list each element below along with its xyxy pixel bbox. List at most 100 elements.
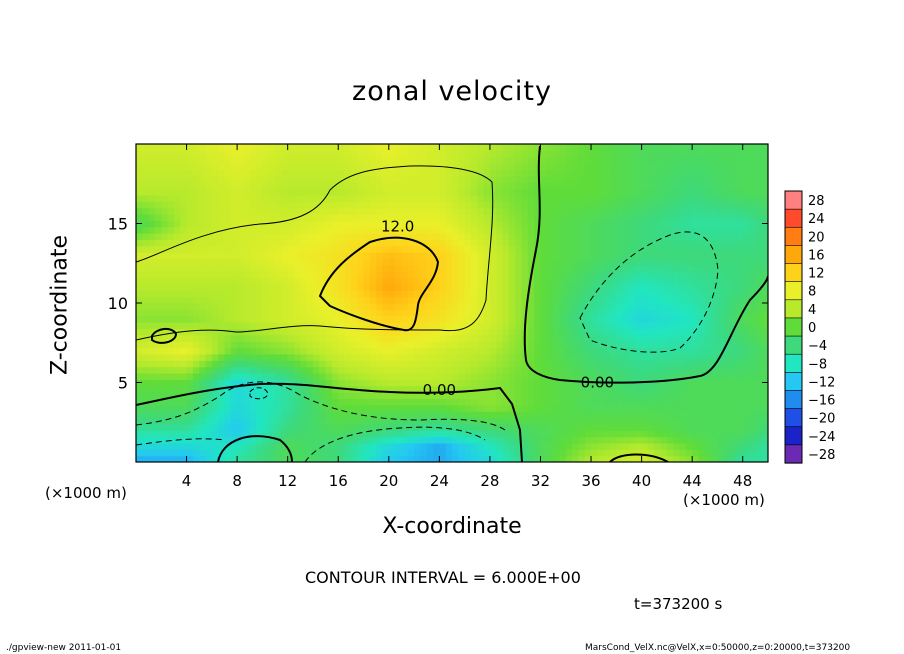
heatmap-cell — [464, 430, 472, 438]
heatmap-cell — [666, 169, 674, 177]
heatmap-cell — [344, 423, 352, 431]
heatmap-cell — [243, 290, 251, 298]
heatmap-cell — [369, 277, 377, 285]
heatmap-cell — [388, 233, 396, 240]
heatmap-cell — [464, 360, 472, 368]
heatmap-cell — [142, 150, 150, 158]
heatmap-cell — [635, 328, 643, 336]
heatmap-cell — [496, 220, 504, 228]
heatmap-cell — [344, 436, 352, 444]
heatmap-cell — [553, 385, 561, 393]
heatmap-cell — [736, 194, 744, 202]
heatmap-cell — [407, 239, 415, 247]
heatmap-cell — [363, 156, 371, 164]
heatmap-cell — [211, 144, 219, 151]
heatmap-cell — [654, 341, 662, 349]
heatmap-cell — [142, 277, 150, 285]
heatmap-cell — [572, 392, 579, 399]
heatmap-cell — [749, 207, 756, 215]
heatmap-cell — [489, 322, 497, 330]
heatmap-cell — [647, 169, 655, 177]
heatmap-cell — [142, 239, 150, 247]
heatmap-cell — [527, 347, 535, 355]
heatmap-cell — [338, 360, 346, 368]
heatmap-cell — [426, 207, 434, 215]
heatmap-cell — [230, 175, 238, 183]
heatmap-cell — [344, 347, 352, 355]
heatmap-cell — [578, 201, 586, 209]
heatmap-cell — [717, 296, 725, 304]
heatmap-cell — [275, 366, 282, 374]
heatmap-cell — [167, 398, 175, 406]
heatmap-cell — [445, 449, 453, 457]
heatmap-cell — [433, 283, 440, 291]
heatmap-cell — [477, 156, 485, 164]
heatmap-cell — [331, 252, 339, 260]
heatmap-cell — [331, 163, 339, 171]
heatmap-cell — [628, 315, 636, 323]
heatmap-cell — [477, 252, 485, 260]
heatmap-cell — [660, 207, 668, 215]
heatmap-cell — [136, 366, 143, 374]
heatmap-cell — [192, 290, 200, 298]
heatmap-cell — [628, 328, 636, 336]
heatmap-cell — [641, 449, 649, 457]
heatmap-cell — [483, 398, 491, 406]
heatmap-cell — [218, 194, 226, 202]
heatmap-cell — [414, 455, 421, 462]
heatmap-cell — [515, 398, 523, 406]
heatmap-cell — [755, 213, 763, 221]
heatmap-cell — [464, 169, 472, 177]
heatmap-cell — [749, 175, 756, 183]
heatmap-cell — [369, 144, 377, 151]
heatmap-cell — [597, 296, 605, 304]
heatmap-cell — [508, 442, 516, 450]
heatmap-cell — [591, 398, 598, 406]
heatmap-cell — [325, 233, 333, 240]
heatmap-cell — [749, 150, 756, 158]
heatmap-cell — [647, 455, 655, 462]
heatmap-cell — [698, 315, 706, 323]
heatmap-cell — [591, 455, 598, 462]
heatmap-cell — [243, 322, 251, 330]
heatmap-cell — [167, 379, 175, 387]
heatmap-cell — [192, 233, 200, 240]
heatmap-cell — [610, 201, 617, 209]
heatmap-cell — [445, 213, 453, 221]
heatmap-cell — [489, 449, 497, 457]
heatmap-cell — [749, 252, 756, 260]
heatmap-cell — [685, 271, 693, 279]
heatmap-cell — [268, 283, 276, 291]
heatmap-cell — [647, 156, 655, 164]
heatmap-cell — [407, 411, 415, 419]
heatmap-cell — [445, 372, 453, 380]
heatmap-cell — [275, 353, 282, 361]
heatmap-cell — [666, 201, 674, 209]
heatmap-cell — [148, 449, 156, 457]
heatmap-cell — [350, 245, 358, 253]
heatmap-cell — [742, 188, 750, 196]
heatmap-cell — [723, 264, 731, 272]
heatmap-cell — [445, 290, 453, 298]
heatmap-cell — [666, 366, 674, 374]
heatmap-cell — [565, 226, 573, 234]
heatmap-cell — [527, 360, 535, 368]
heatmap-cell — [161, 245, 169, 253]
heatmap-cell — [521, 150, 529, 158]
heatmap-cell — [515, 220, 523, 228]
heatmap-cell — [395, 188, 403, 196]
heatmap-cell — [635, 239, 643, 247]
heatmap-cell — [483, 213, 491, 221]
heatmap-cell — [382, 436, 390, 444]
heatmap-cell — [205, 144, 213, 151]
heatmap-cell — [502, 213, 510, 221]
heatmap-cell — [192, 322, 200, 330]
heatmap-cell — [243, 201, 251, 209]
heatmap-cell — [439, 239, 447, 247]
heatmap-cell — [496, 245, 504, 253]
heatmap-cell — [382, 156, 390, 164]
heatmap-cell — [578, 449, 586, 457]
heatmap-cell — [584, 233, 592, 240]
heatmap-cell — [546, 423, 554, 431]
heatmap-cell — [312, 252, 320, 260]
